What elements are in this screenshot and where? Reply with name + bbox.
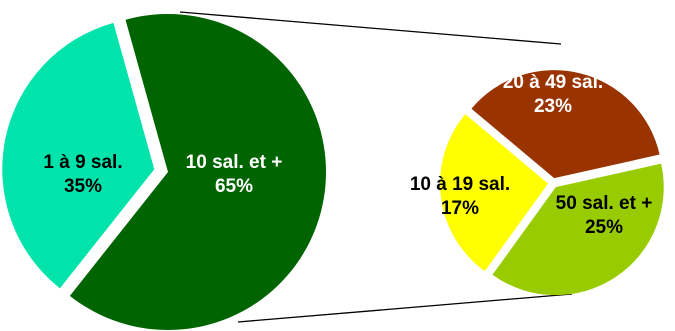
- slice-10-a-19-sal: [440, 114, 549, 272]
- slice-labels: 1 à 9 sal. 35% 10 sal. et +65% 20 à 49 sal.…: [43, 72, 652, 238]
- slice-50-sal-et: [492, 163, 664, 296]
- label-1-a-9-sal: 1 à 9 sal. 35%: [43, 152, 122, 197]
- slice-1-a-9-sal: [2, 22, 155, 289]
- slice-20-a-49-sal: [471, 70, 660, 179]
- main-pie: [2, 13, 327, 330]
- connector-lines: [179, 11, 573, 323]
- connector-line-bottom: [237, 293, 573, 323]
- label-10-a-19-sal: 10 à 19 sal. 17%: [410, 174, 510, 219]
- slice-10-sal-et: [69, 13, 327, 330]
- label-10-sal-et: 10 sal. et +65%: [186, 152, 283, 197]
- detail-pie: [440, 70, 664, 296]
- label-50-sal-et: 50 sal. et +25%: [556, 193, 653, 238]
- label-20-a-49-sal: 20 à 49 sal. 23%: [503, 72, 603, 117]
- connector-line-top: [179, 11, 562, 45]
